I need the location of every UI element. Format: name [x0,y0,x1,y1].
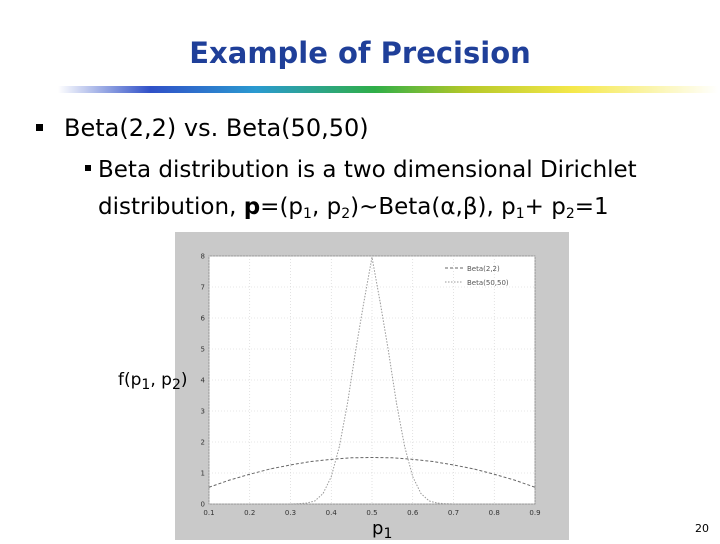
x-tick-label: 0.3 [285,509,296,517]
y-tick-label: 5 [201,346,205,354]
y-tick-label: 8 [201,253,205,261]
data-point [436,502,438,504]
data-point [290,464,291,466]
page-number: 20 [695,522,709,535]
data-point [493,473,495,475]
data-point [330,476,332,478]
beta-chart: 0.1 0.2 0.3 0.4 0.5 0.6 0.7 0.8 0.9 0 1 2 3 4 5 6 7 8 Beta… [201,253,541,518]
data-point [396,402,397,404]
plot-figure: 0.1 0.2 0.3 0.4 0.5 0.6 0.7 0.8 0.9 0 1 2 3 4 5 6 7 8 Beta… [175,232,569,540]
bullet-square-icon [36,124,43,131]
data-point [412,476,414,478]
sub-bullet-text: Beta distribution is a two dimensional D… [98,152,637,233]
data-point [453,464,454,466]
y-tick-label: 2 [201,439,205,447]
slide-title: Example of Precision [189,36,531,70]
x-tick-label: 0.8 [489,509,500,517]
y-tick-label: 4 [201,377,206,385]
data-point [351,457,352,459]
x-tick-label: 0.5 [366,509,377,517]
data-point [347,402,348,404]
sub-bullet-line2: distribution, p=(p1, p2)~Beta(α,β), p1+ … [98,194,609,222]
data-point [322,493,324,494]
data-point [412,459,414,460]
data-point [249,473,251,475]
data-point [473,468,475,470]
data-point [445,503,446,504]
data-point [392,457,393,459]
data-point [363,301,365,303]
bullet-text: Beta(2,2) vs. Beta(50,50) [64,114,369,142]
data-point [379,301,381,303]
data-point [371,256,373,258]
data-point [339,446,340,447]
data-point [355,349,356,351]
title-divider [58,86,718,93]
data-point [404,446,405,447]
data-point [229,479,230,481]
data-point [371,457,373,458]
sub-bullet-line1: Beta distribution is a two dimensional D… [98,157,637,183]
legend-label: Beta(50,50) [467,279,509,287]
y-tick-label: 0 [201,501,205,509]
bullet-square-icon [85,165,91,171]
x-tick-label: 0.4 [326,509,338,517]
data-point [428,500,430,502]
y-tick-label: 1 [201,470,205,478]
data-point [269,468,271,470]
y-tick-label: 7 [201,284,205,292]
x-tick-label: 0.2 [244,509,255,517]
data-point [534,486,536,488]
y-tick-label: 3 [201,408,205,416]
y-tick-label: 6 [201,315,206,323]
data-point [432,461,434,462]
x-tick-label: 0.1 [203,509,214,517]
data-point [514,479,515,481]
data-point [310,461,312,462]
y-axis-label: f(p1, p2) [118,370,188,393]
x-tick-label: 0.9 [529,509,540,517]
x-tick-label: 0.6 [407,509,419,517]
data-point [208,486,210,488]
data-point [306,502,308,504]
x-tick-label: 0.7 [448,509,459,517]
data-point [420,493,422,494]
data-point [298,503,299,504]
data-point [388,349,389,351]
x-axis-label: p1 [372,518,393,542]
series-line-2 [290,257,454,505]
data-point [314,500,316,502]
data-point [330,459,332,460]
data-point [453,503,454,505]
legend-label: Beta(2,2) [467,265,500,273]
data-point [290,503,291,505]
